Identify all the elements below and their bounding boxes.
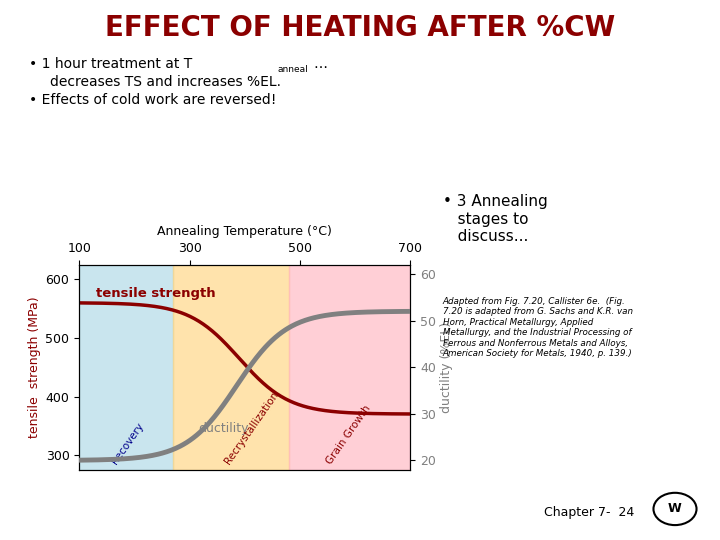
Text: anneal: anneal [277, 65, 308, 74]
Text: tensile strength: tensile strength [96, 287, 215, 300]
Bar [79, 265, 173, 470]
Text: • Effects of cold work are reversed!: • Effects of cold work are reversed! [29, 93, 276, 107]
Text: EFFECT OF HEATING AFTER %CW: EFFECT OF HEATING AFTER %CW [105, 14, 615, 42]
Text: Recovery: Recovery [109, 421, 145, 466]
Y-axis label: tensile  strength (MPa): tensile strength (MPa) [28, 296, 41, 438]
Text: • 1 hour treatment at T: • 1 hour treatment at T [29, 57, 192, 71]
Text: W: W [668, 502, 682, 515]
Text: decreases TS and increases %EL.: decreases TS and increases %EL. [50, 75, 282, 89]
Text: Chapter 7-  24: Chapter 7- 24 [544, 507, 634, 519]
Text: • 3 Annealing
   stages to
   discuss...: • 3 Annealing stages to discuss... [443, 194, 547, 244]
X-axis label: Annealing Temperature (°C): Annealing Temperature (°C) [158, 225, 332, 238]
Bar [173, 265, 289, 470]
Y-axis label: ductility (%EL): ductility (%EL) [441, 322, 454, 413]
Text: ductility: ductility [198, 422, 248, 435]
Text: Adapted from Fig. 7.20, Callister 6e.  (Fig.
7.20 is adapted from G. Sachs and K: Adapted from Fig. 7.20, Callister 6e. (F… [443, 297, 633, 358]
Text: Recrystallization: Recrystallization [222, 389, 280, 466]
Text: Grain Growth: Grain Growth [325, 403, 373, 466]
Bar [289, 265, 410, 470]
Text: …: … [313, 57, 327, 71]
